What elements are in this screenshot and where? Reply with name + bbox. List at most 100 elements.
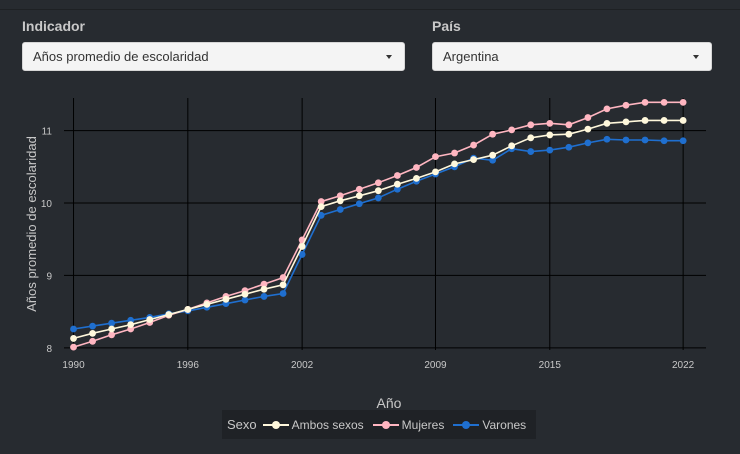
data-point: [660, 137, 668, 145]
data-point: [546, 131, 554, 139]
data-point: [546, 119, 554, 127]
data-point: [508, 142, 516, 150]
data-point: [317, 203, 325, 211]
data-point: [374, 179, 382, 187]
chevron-down-icon: [386, 55, 392, 59]
data-point: [336, 206, 344, 213]
data-point: [527, 148, 535, 155]
data-point: [432, 168, 439, 176]
chevron-down-icon: [693, 55, 699, 59]
data-point: [660, 117, 668, 124]
data-point: [527, 134, 535, 142]
legend-item-label: Varones: [482, 417, 527, 432]
data-point: [508, 126, 516, 134]
data-point: [108, 331, 116, 339]
data-point: [641, 117, 649, 124]
data-point: [89, 322, 96, 330]
data-point: [298, 251, 306, 258]
y-tick-label: 8: [46, 344, 52, 355]
data-point: [679, 98, 687, 106]
data-point: [489, 151, 497, 159]
data-point: [527, 121, 535, 129]
data-point: [336, 197, 344, 205]
data-point: [279, 274, 287, 281]
data-point: [584, 114, 592, 121]
pais-select[interactable]: Argentina: [432, 42, 712, 71]
x-tick-label: 2022: [672, 360, 695, 371]
data-point: [203, 300, 211, 308]
data-point: [70, 335, 77, 342]
data-point: [279, 281, 287, 289]
data-point: [260, 293, 268, 300]
data-point: [565, 130, 573, 138]
data-point: [89, 329, 96, 337]
data-point: [622, 101, 630, 109]
series-line: [73, 138, 684, 330]
data-point: [393, 185, 401, 193]
data-point: [127, 321, 135, 329]
line-chart: 1990 1996 2002 2009 2015 2022 8 9 10 11 Año Años pr…: [24, 98, 706, 410]
legend-swatch: [262, 420, 289, 430]
data-point: [451, 149, 458, 157]
legend-item-label: Ambos sexos: [291, 417, 364, 432]
data-point: [241, 296, 249, 304]
legend-swatch: [372, 420, 399, 430]
data-point: [108, 325, 116, 333]
data-point: [355, 192, 363, 200]
data-point: [679, 117, 687, 124]
data-point: [641, 136, 649, 144]
data-point: [146, 316, 154, 323]
legend-title: Sexo: [227, 417, 257, 432]
data-point: [603, 105, 611, 113]
x-axis-title: Año: [377, 395, 402, 410]
data-point: [565, 121, 573, 129]
legend-swatch: [453, 420, 480, 430]
data-point: [241, 290, 249, 298]
data-point: [584, 139, 592, 147]
data-point: [641, 98, 649, 106]
legend-item[interactable]: Mujeres: [372, 417, 445, 432]
indicador-select[interactable]: Años promedio de escolaridad: [22, 42, 405, 71]
data-point: [432, 153, 439, 161]
data-point: [279, 290, 287, 297]
top-divider: [0, 9, 740, 10]
data-point: [470, 156, 477, 163]
data-point: [374, 194, 382, 202]
data-point: [451, 160, 458, 168]
data-point: [679, 137, 687, 145]
data-point: [317, 211, 325, 219]
x-tick-label: 1996: [177, 360, 200, 371]
data-point: [393, 180, 401, 188]
legend-item[interactable]: Varones: [453, 418, 526, 432]
series-line: [73, 119, 684, 340]
data-point: [546, 146, 554, 154]
data-point: [108, 319, 116, 327]
data-point: [298, 243, 306, 250]
data-point: [222, 295, 230, 303]
y-tick-label: 11: [42, 127, 53, 138]
data-point: [584, 125, 592, 133]
data-point: [70, 343, 77, 351]
data-point: [413, 174, 420, 182]
indicador-label: Indicador: [22, 18, 86, 34]
data-point: [603, 119, 611, 127]
x-tick-label: 1990: [62, 360, 85, 371]
data-point: [565, 143, 573, 151]
indicador-selected-value: Años promedio de escolaridad: [33, 49, 209, 64]
data-point: [622, 136, 630, 144]
data-point: [260, 285, 268, 293]
data-point: [603, 135, 611, 143]
x-tick-label: 2009: [424, 360, 447, 371]
data-point: [260, 280, 268, 288]
data-point: [165, 311, 173, 318]
legend-item[interactable]: Ambos sexos: [262, 417, 364, 432]
data-point: [489, 130, 497, 138]
data-point: [413, 164, 420, 171]
x-tick-label: 2015: [539, 360, 562, 371]
y-tick-label: 10: [41, 199, 53, 210]
data-point: [393, 172, 401, 179]
data-point: [660, 98, 668, 106]
legend: Sexo Ambos sexos Mujeres Varones: [222, 410, 536, 439]
legend-item-label: Mujeres: [401, 417, 445, 432]
data-point: [489, 156, 497, 164]
